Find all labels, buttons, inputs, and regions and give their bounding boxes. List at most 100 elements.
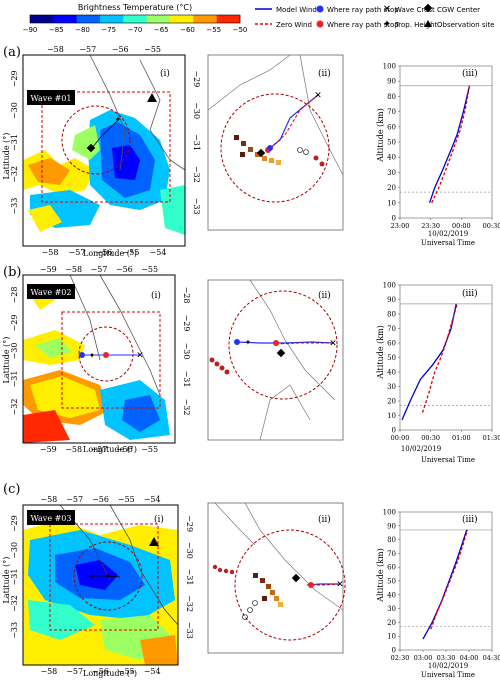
lon-tick-label: −56 [116, 265, 133, 274]
lat-tick-label: −28 [10, 287, 19, 304]
lon-tick-label: −57 [66, 495, 83, 504]
lon-tick-label: −59 [40, 265, 57, 274]
lat-tick-label: −30 [192, 102, 201, 119]
zoom-cgw-center-a [256, 148, 266, 158]
lat-tick-label: −31 [185, 569, 194, 586]
alt-ytick-label: 10 [387, 412, 396, 420]
legend-model-wind: Model Wind [276, 6, 317, 14]
alt-tag-b: (iii) [462, 288, 478, 299]
zoom-circle-c [234, 529, 346, 641]
colorbar-tick: −70 [128, 26, 143, 34]
colorbar-tick: −75 [101, 26, 116, 34]
wave-label-a: Wave #01 [31, 94, 72, 103]
lat-tick-label: −30 [10, 343, 19, 360]
map-ylabel-a: Latitude (°) [2, 133, 11, 180]
lon-bottom-ticks-c: −58 −57 −56 −55 −54 [40, 667, 160, 676]
legend-ray-stop-blue: Where ray path stop [327, 6, 399, 14]
alt-xtick-label: 00:30 [421, 434, 440, 442]
lat-tick-label: −29 [182, 315, 191, 332]
series-model-wind [428, 85, 471, 204]
zoom-panel-b: ✦ ✕ (ii) [207, 279, 344, 441]
range-circle-b [78, 326, 134, 382]
wave-label-box-b [27, 284, 75, 299]
alt-ytick-label: 30 [387, 383, 396, 391]
alt-xtick-label: 00:00 [391, 434, 410, 442]
alt-plot-frame [399, 65, 493, 219]
series-model-wind [401, 303, 457, 421]
legend-trop-height: Trop. Height [394, 21, 438, 29]
alt-panel-a: Altitude (km) 0 10 20 30 40 50 60 70 80 90 100 23:0… [376, 63, 500, 248]
lon-tick-label: −54 [144, 495, 161, 504]
alt-ytick-label: 20 [387, 619, 396, 627]
zoom-model-ray-b [236, 341, 334, 344]
alt-tag-a: (iii) [462, 68, 478, 79]
zoom-coast-b1 [249, 279, 336, 401]
alt-ytick-label: 70 [387, 325, 396, 333]
colorbar-tick: −60 [180, 26, 195, 34]
cloud-darkblue-a [112, 145, 140, 180]
alt-ylabel-b: Altitude (km) [376, 325, 385, 380]
alt-xtick-label: 23:00 [391, 222, 410, 230]
map-ylabel-c: Latitude (°) [2, 557, 11, 604]
alt-chart-b: 0 10 20 30 40 50 60 70 80 90 100 00:00 00:30 01:00 01:… [383, 282, 500, 443]
zoom-circle-b [228, 290, 338, 400]
zoom-panel-c: ✕ (ii) [207, 502, 346, 654]
lat-tick-label: −29 [10, 315, 19, 332]
lon-tick-label: −55 [141, 445, 158, 454]
zoom-red-stop-b [273, 340, 279, 346]
panel-letter-b: (b) [3, 265, 21, 280]
map-tag-a: (i) [160, 68, 170, 79]
alt-ytick-label: 90 [387, 78, 396, 86]
coastline-a2 [89, 54, 126, 171]
alt-xlabel-a: Universal Time [421, 239, 475, 247]
zoom-trop-marker-b: ✦ [245, 338, 252, 347]
alt-plot-frame [399, 511, 493, 651]
alt-ytick-label: 60 [387, 123, 396, 131]
colorbar-tick: −65 [154, 26, 169, 34]
lon-top-ticks-b: −59 −58 −57 −56 −55 [40, 265, 158, 274]
series-zero-wind [431, 85, 471, 204]
wave-label-c: Wave #03 [31, 514, 72, 523]
legend-ray-stop-blue-marker [316, 5, 324, 13]
ray-path-c [92, 575, 121, 578]
colorbar-cells [29, 14, 241, 24]
alt-xtick-label: 01:30 [483, 434, 500, 442]
lon-tick-label: −56 [116, 445, 133, 454]
lon-tick-label: −54 [144, 667, 161, 676]
alt-xtick-label: 04:30 [483, 654, 500, 662]
row-c: (c) Latitude (°) −29−30−31−32−33 −29−30−… [2, 482, 500, 679]
alt-xtick-label: 00:30 [483, 222, 500, 230]
colorbar-cell [30, 15, 54, 23]
lat-tick-label: −33 [192, 198, 201, 215]
coastline-b1 [99, 274, 161, 396]
lat-tick-label: −29 [192, 70, 201, 87]
wave-label-box-a [27, 90, 75, 105]
panel-letter-c: (c) [3, 482, 20, 497]
trop-height-marker-b: ✦ [89, 351, 96, 360]
trop-height-marker-a: ✦ [115, 115, 122, 124]
lat-tick-label: −33 [10, 622, 19, 639]
alt-tag-c: (iii) [462, 514, 478, 525]
legend-cgw-center-marker [423, 3, 433, 13]
cgw-center-marker-a [86, 143, 96, 153]
map-xlabel-c: Longitude (°) [83, 669, 137, 678]
alt-ytick-label: 0 [392, 215, 396, 223]
colorbar-cell [216, 15, 241, 23]
legend: Model Wind Zero Wind Where ray path stop… [255, 3, 495, 30]
map-border-b [22, 274, 176, 444]
alt-ytick-label: 20 [387, 184, 396, 192]
colorbar-cell [76, 15, 101, 23]
lon-tick-label: −57 [79, 45, 96, 54]
lon-tick-label: −58 [65, 445, 82, 454]
ray-path-a [91, 119, 119, 149]
alt-date-c: 10/02/2019 [428, 662, 468, 670]
obs-site-marker-c [149, 537, 159, 546]
zoom-crest-marker-c: ✕ [336, 580, 344, 590]
lon-bottom-ticks-a: −58 −57 −56 −55 −54 [42, 248, 167, 257]
legend-obs-site-marker [424, 20, 432, 27]
zoom-crest-marker-b: ✕ [329, 339, 337, 349]
colorbar-cell [170, 15, 194, 23]
zoom-scatter-b [209, 357, 230, 375]
alt-xtick-label: 04:00 [460, 654, 479, 662]
alt-ytick-label: 90 [387, 296, 396, 304]
